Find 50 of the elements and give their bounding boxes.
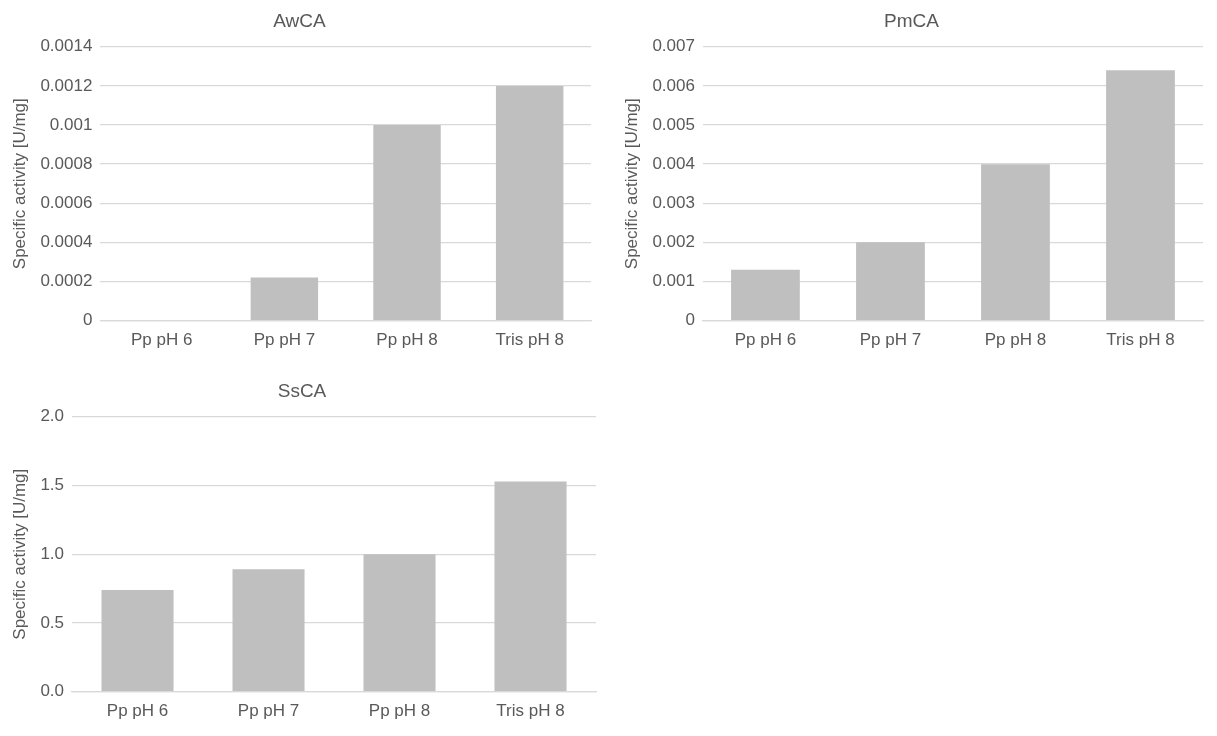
y-tick-label: 0.0006	[40, 192, 93, 212]
x-tick-label: Pp pH 6	[734, 330, 797, 350]
y-tick-label: 0.001	[49, 114, 93, 134]
x-tick-label: Pp pH 7	[859, 330, 922, 350]
y-tick-label: 0.001	[652, 271, 695, 291]
y-tick-label: 0.007	[652, 36, 695, 56]
y-tick-label: 0	[685, 310, 695, 330]
bar	[250, 277, 319, 320]
y-tick-label: 0.0012	[40, 75, 93, 95]
chart-title: SsCA	[277, 379, 327, 401]
y-axis-title: Specific activity [U/mg]	[621, 98, 641, 270]
x-tick-label: Tris pH 8	[495, 330, 564, 350]
bar	[494, 481, 567, 691]
x-tick-label: Pp pH 8	[376, 330, 438, 350]
bar	[232, 569, 305, 691]
y-tick-label: 0.0014	[40, 36, 93, 56]
bar	[856, 242, 925, 320]
chart-title: AwCA	[273, 9, 327, 31]
y-tick-label: 0.003	[652, 192, 695, 212]
y-tick-label: 0.0008	[40, 153, 93, 173]
bar	[981, 164, 1050, 320]
y-tick-label: 0.0002	[40, 271, 93, 291]
y-tick-label: 0	[82, 310, 93, 330]
y-axis-title: Specific activity [U/mg]	[9, 468, 29, 640]
y-tick-label: 0.005	[652, 114, 695, 134]
y-tick-label: 0.006	[652, 75, 695, 95]
bar	[495, 85, 564, 320]
x-tick-label: Pp pH 8	[984, 330, 1047, 350]
y-tick-label: 2.0	[40, 406, 65, 426]
x-tick-label: Pp pH 8	[368, 701, 431, 721]
y-tick-label: 0.5	[40, 612, 65, 632]
bar	[363, 554, 436, 691]
y-tick-label: 1.0	[40, 543, 65, 563]
x-tick-label: Pp pH 7	[237, 701, 300, 721]
x-tick-label: Pp pH 7	[253, 330, 316, 350]
y-axis-title: Specific activity [U/mg]	[9, 98, 29, 270]
bar	[731, 269, 800, 320]
x-tick-label: Pp pH 6	[106, 701, 169, 721]
chart-title: PmCA	[884, 9, 940, 31]
y-tick-label: 1.5	[40, 475, 65, 495]
x-tick-label: Tris pH 8	[496, 701, 565, 721]
bar	[101, 589, 174, 691]
x-tick-label: Tris pH 8	[1106, 330, 1175, 350]
x-tick-label: Pp pH 6	[131, 330, 193, 350]
bar	[1106, 70, 1175, 320]
y-tick-label: 0.004	[652, 153, 695, 173]
y-tick-label: 0.002	[652, 232, 695, 252]
bar	[373, 125, 441, 320]
y-tick-label: 0.0004	[40, 232, 93, 252]
y-tick-label: 0.0	[40, 681, 65, 701]
